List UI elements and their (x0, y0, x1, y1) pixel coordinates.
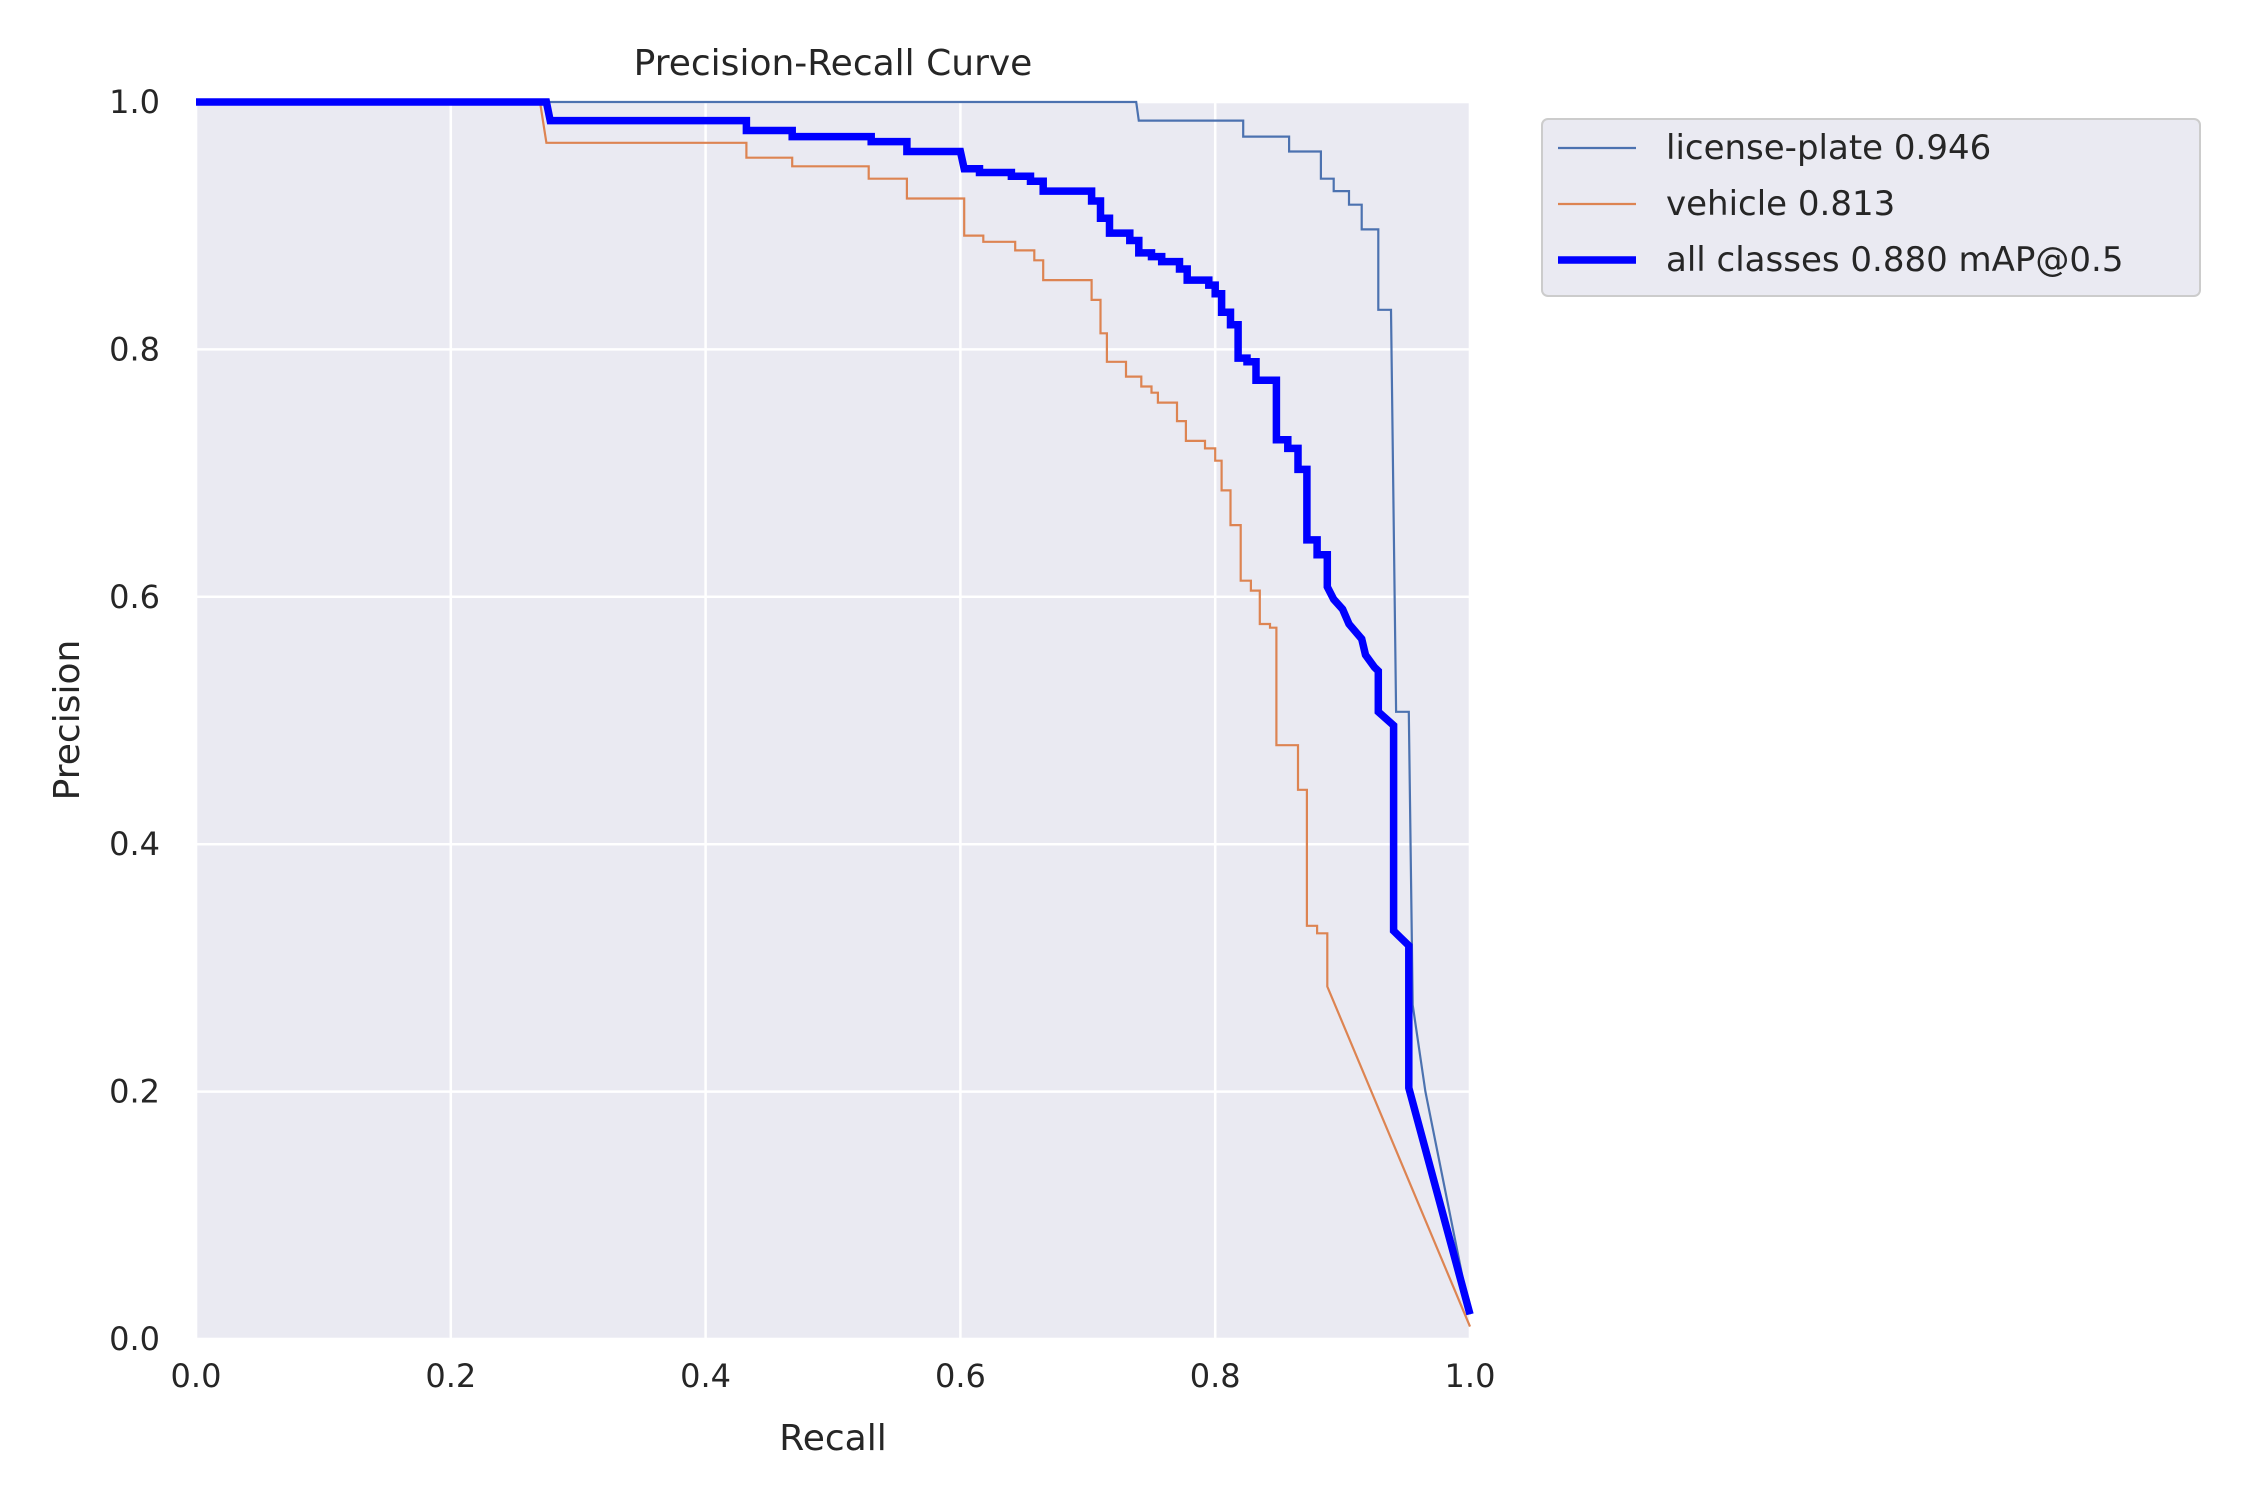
x-tick-label: 0.2 (425, 1357, 476, 1395)
legend-label-1: vehicle 0.813 (1666, 184, 1895, 224)
legend-frame (1541, 118, 2201, 297)
x-tick-label: 0.6 (935, 1357, 986, 1395)
plot-area (196, 102, 1470, 1339)
series-line-0 (196, 100, 1472, 1315)
y-tick-label: 0.2 (109, 1073, 160, 1111)
y-tick-label: 0.4 (109, 825, 160, 863)
x-tick-label: 1.0 (1445, 1357, 1496, 1395)
series-layer (196, 98, 1474, 1328)
grid-x (194, 102, 1472, 1339)
x-tick-labels: 0.0 0.2 0.4 0.6 0.8 1.0 (171, 1357, 1496, 1395)
x-tick-label: 0.0 (171, 1357, 222, 1395)
y-tick-label: 0.8 (109, 330, 160, 368)
x-axis-label: Recall (779, 1418, 886, 1459)
series-line-1 (196, 100, 1472, 1328)
y-tick-labels: 0.0 0.2 0.4 0.6 0.8 1.0 (109, 83, 160, 1358)
series-line-2 (196, 98, 1474, 1316)
y-tick-label: 0.6 (109, 578, 160, 616)
y-axis-label: Precision (47, 640, 88, 801)
x-tick-label: 0.8 (1190, 1357, 1241, 1395)
y-tick-label: 1.0 (109, 83, 160, 121)
y-tick-label: 0.0 (109, 1320, 160, 1358)
x-tick-label: 0.4 (680, 1357, 731, 1395)
legend-label-2: all classes 0.880 mAP@0.5 (1666, 240, 2123, 280)
chart-title: Precision-Recall Curve (634, 43, 1033, 84)
legend-label-0: license-plate 0.946 (1666, 128, 1991, 168)
legend: license-plate 0.946 vehicle 0.813 all clas… (1541, 118, 2201, 297)
